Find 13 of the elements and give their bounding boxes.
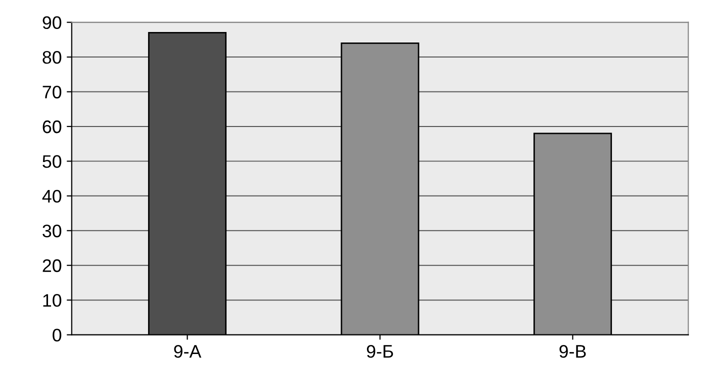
x-tick-label: 9-Б — [366, 345, 394, 358]
y-tick-label: 20 — [42, 259, 62, 272]
y-tick-label: 50 — [42, 155, 62, 168]
y-tick-label: 90 — [42, 16, 62, 30]
y-tick-label: 80 — [42, 50, 62, 64]
x-tick-label: 9-В — [560, 345, 586, 358]
y-tick-label: 40 — [42, 190, 62, 203]
y-tick-label: 60 — [42, 120, 62, 134]
y-tick-label: 30 — [42, 224, 62, 238]
y-tick-label: 0 — [52, 328, 62, 342]
y-tick-label: 10 — [43, 294, 62, 307]
y-tick-label: 70 — [42, 86, 62, 98]
x-tick-label: 9-А — [174, 345, 202, 358]
